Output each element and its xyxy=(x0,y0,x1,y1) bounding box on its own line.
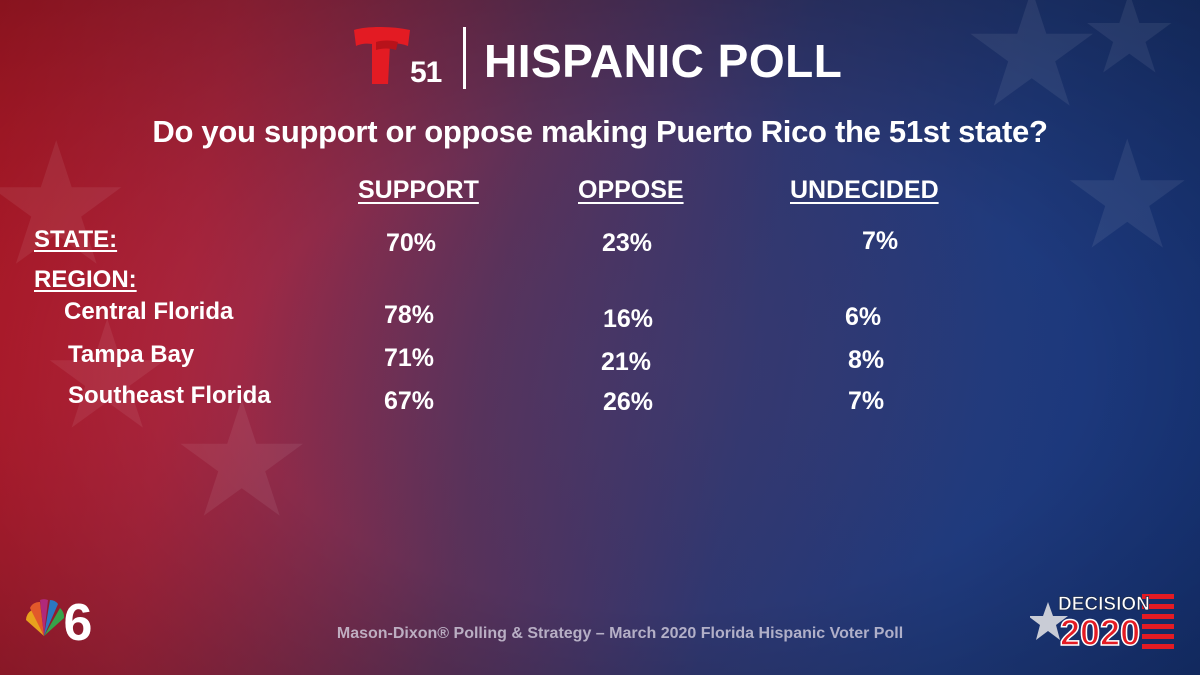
region-oppose-value: 26% xyxy=(603,388,654,416)
region-undecided-value: 7% xyxy=(848,387,885,415)
star-icon: ★ xyxy=(170,370,314,549)
region-support-value: 67% xyxy=(384,387,435,415)
page-title: HISPANIC POLL xyxy=(484,35,843,87)
logo-number: 51 xyxy=(410,56,442,89)
star-icon: ★ xyxy=(1060,111,1195,279)
column-header-support: SUPPORT xyxy=(358,176,479,204)
state-support-value: 70% xyxy=(386,229,437,257)
star-icon: ★ xyxy=(1080,0,1179,96)
column-header-undecided: UNDECIDED xyxy=(790,176,939,204)
region-name: Tampa Bay xyxy=(68,341,195,368)
region-oppose-value: 16% xyxy=(603,305,654,333)
station-number: 6 xyxy=(64,594,92,646)
decision-word: DECISION xyxy=(1058,594,1150,615)
state-label: STATE: xyxy=(34,226,118,253)
region-undecided-value: 8% xyxy=(848,346,885,374)
star-icon: ★ xyxy=(960,0,1104,139)
state-oppose-value: 23% xyxy=(602,229,653,257)
nbc-peacock-icon: 6 xyxy=(26,594,92,646)
region-label: REGION: xyxy=(34,266,137,293)
region-name: Southeast Florida xyxy=(68,382,271,409)
state-undecided-value: 7% xyxy=(862,227,899,255)
telemundo-logo-icon xyxy=(354,27,410,84)
column-header-oppose: OPPOSE xyxy=(578,176,684,204)
star-icon xyxy=(1030,602,1068,640)
flag-stripes xyxy=(1142,594,1174,649)
star-icon: ★ xyxy=(0,110,133,300)
decision-year: 2020 xyxy=(1060,612,1140,650)
region-oppose-value: 21% xyxy=(601,348,652,376)
header-divider xyxy=(463,27,466,89)
source-credit: Mason-Dixon® Polling & Strategy – March … xyxy=(336,625,904,642)
decision-2020-logo: DECISION 2020 xyxy=(1030,594,1174,650)
region-name: Central Florida xyxy=(64,298,234,325)
region-support-value: 78% xyxy=(384,301,435,329)
star-icon: ★ xyxy=(40,291,175,459)
region-undecided-value: 6% xyxy=(845,303,882,331)
region-support-value: 71% xyxy=(384,344,435,372)
poll-question: Do you support or oppose making Puerto R… xyxy=(152,114,1048,149)
